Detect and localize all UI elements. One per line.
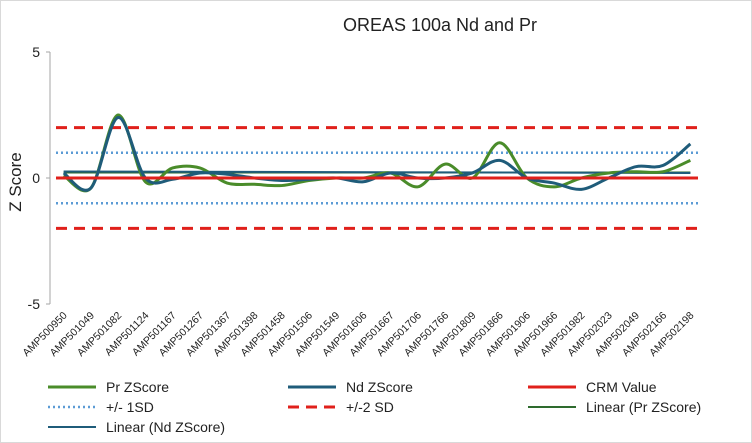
- y-tick-label: 5: [32, 44, 40, 60]
- legend-label: Linear (Nd ZScore): [106, 419, 225, 435]
- legend-label: +/-2 SD: [346, 399, 394, 415]
- y-tick-label: 0: [32, 170, 40, 186]
- y-axis-label: Z Score: [6, 152, 25, 212]
- legend-label: Pr ZScore: [106, 379, 169, 395]
- y-tick-label: -5: [28, 296, 41, 312]
- chart-title: OREAS 100a Nd and Pr: [343, 15, 537, 35]
- legend-label: CRM Value: [586, 379, 657, 395]
- legend-label: +/- 1SD: [106, 399, 154, 415]
- legend-label: Nd ZScore: [346, 379, 413, 395]
- legend-label: Linear (Pr ZScore): [586, 399, 701, 415]
